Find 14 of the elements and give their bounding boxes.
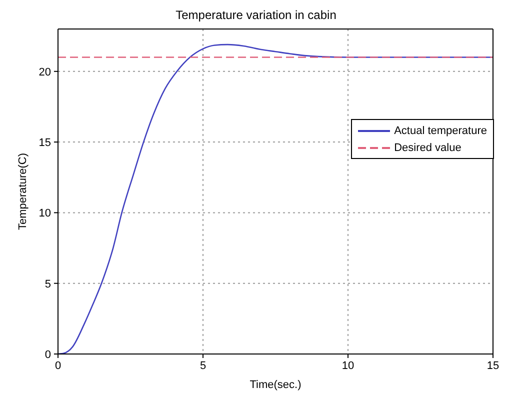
- y-tick-label: 10: [38, 208, 51, 220]
- y-tick-label: 20: [38, 66, 51, 78]
- legend-label: Desired value: [394, 142, 462, 154]
- x-tick-label: 0: [54, 360, 62, 372]
- y-tick-label: 0: [44, 348, 51, 361]
- x-tick-label: 15: [486, 360, 500, 372]
- y-axis-title: Temperature(C): [16, 152, 29, 230]
- y-tick-label: 5: [44, 278, 51, 290]
- chart-title: Temperature variation in cabin: [174, 8, 338, 24]
- x-tick-label: 10: [342, 360, 354, 372]
- x-tick-label: 5: [200, 360, 206, 372]
- y-tick-label: 15: [38, 136, 51, 149]
- legend-label: Actual temperature: [394, 124, 487, 136]
- x-axis-title: Time(sec.): [250, 379, 302, 391]
